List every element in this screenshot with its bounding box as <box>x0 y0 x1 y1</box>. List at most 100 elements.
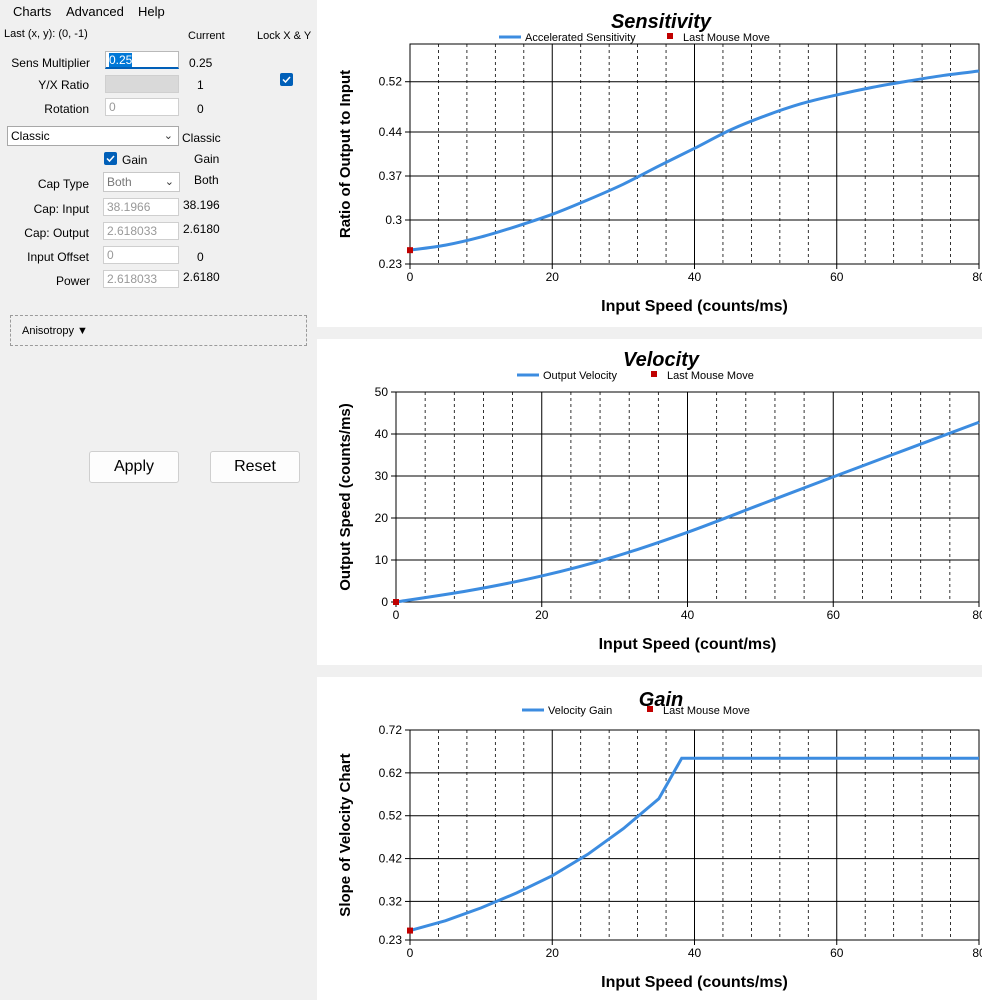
series-line <box>409 756 979 933</box>
series-line <box>409 69 980 252</box>
yx-ratio-input[interactable] <box>105 75 179 93</box>
x-tick-label: 60 <box>827 608 841 622</box>
y-tick-label: 0.3 <box>385 213 402 227</box>
y-tick-label: 0 <box>381 595 388 609</box>
y-tick-label: 0.62 <box>379 766 403 780</box>
input-offset-label: Input Offset <box>27 250 89 264</box>
charts-panel: 0.23 0.3 0.37 0.44 0.52 0 20 40 60 80 SensitivityA… <box>317 0 982 1000</box>
x-tick-label: 0 <box>393 608 400 622</box>
y-tick-label: 0.52 <box>379 809 403 823</box>
legend-marker-label: Last Mouse Move <box>683 32 770 44</box>
y-tick-label: 0.72 <box>379 723 403 737</box>
gain-checkbox[interactable] <box>104 152 117 165</box>
cap-type-current: Both <box>194 173 219 187</box>
x-tick-label: 40 <box>688 270 702 284</box>
reset-button[interactable]: Reset <box>210 451 300 483</box>
x-tick-label: 60 <box>830 946 844 960</box>
x-axis-label: Input Speed (count/ms) <box>599 636 777 653</box>
menu-bar: Charts Advanced Help <box>0 0 317 22</box>
y-axis-label: Output Speed (counts/ms) <box>337 403 354 591</box>
lock-xy-checkbox[interactable] <box>280 73 293 86</box>
rotation-label: Rotation <box>44 102 89 116</box>
cap-output-input[interactable]: 2.618033 <box>103 222 179 240</box>
series-line <box>395 420 980 604</box>
legend-series-label: Velocity Gain <box>548 705 612 717</box>
menu-help[interactable]: Help <box>138 4 165 19</box>
y-tick-label: 0.32 <box>379 894 403 908</box>
lock-xy-label: Lock X & Y <box>257 30 312 42</box>
legend-series-label: Accelerated Sensitivity <box>525 32 636 44</box>
input-offset-current: 0 <box>197 250 204 264</box>
checkmark-icon <box>106 155 115 163</box>
cap-type-label: Cap Type <box>37 177 89 191</box>
sens-multiplier-input[interactable]: 0.25 <box>105 51 179 69</box>
last-mouse-move-marker <box>407 247 413 254</box>
legend-marker-swatch <box>647 706 653 712</box>
y-tick-label: 0.23 <box>379 933 403 947</box>
legend-marker-swatch <box>667 33 673 39</box>
legend-marker-label: Last Mouse Move <box>667 370 754 382</box>
cap-output-current: 2.6180 <box>183 222 220 236</box>
y-axis-label: Ratio of Output to Input <box>337 70 354 238</box>
current-column-header: Current <box>188 30 225 42</box>
y-tick-label: 40 <box>375 427 389 441</box>
chart-title: Sensitivity <box>611 11 712 33</box>
gain-label: Gain <box>122 153 148 167</box>
gain-chart-svg: 0.23 0.32 0.42 0.52 0.62 0.72 0 20 40 60 80 Gain Vel… <box>337 689 982 991</box>
input-offset-input[interactable]: 0 <box>103 246 179 264</box>
y-tick-label: 0.23 <box>379 257 403 271</box>
chart-title: Velocity <box>623 349 700 371</box>
x-tick-label: 40 <box>688 946 702 960</box>
accel-type-dropdown[interactable]: Classic ⌄ <box>7 126 179 146</box>
sensitivity-chart-svg: 0.23 0.3 0.37 0.44 0.52 0 20 40 60 80 SensitivityA… <box>337 11 982 315</box>
x-tick-label: 20 <box>546 946 560 960</box>
cap-type-value: Both <box>107 175 132 189</box>
rotation-input[interactable]: 0 <box>105 98 179 116</box>
yx-ratio-current: 1 <box>197 78 204 92</box>
x-tick-label: 40 <box>681 608 695 622</box>
cap-input-input[interactable]: 38.1966 <box>103 198 179 216</box>
x-tick-label: 80 <box>972 946 982 960</box>
chevron-down-icon: ⌄ <box>163 130 173 142</box>
y-axis-label: Slope of Velocity Chart <box>337 753 354 916</box>
accel-type-current: Classic <box>182 131 221 145</box>
chart-title: Gain <box>639 689 683 711</box>
apply-button[interactable]: Apply <box>89 451 179 483</box>
x-tick-label: 20 <box>546 270 560 284</box>
x-axis-label: Input Speed (counts/ms) <box>601 298 788 315</box>
legend-marker-swatch <box>651 371 657 377</box>
y-tick-label: 30 <box>375 469 389 483</box>
cap-input-current: 38.196 <box>183 198 220 212</box>
gain-chart: 0.23 0.32 0.42 0.52 0.62 0.72 0 20 40 60 80 Gain Vel… <box>317 677 982 1000</box>
velocity-chart: 0 10 20 30 40 50 0 20 40 60 80 Velocity Output Veloc… <box>317 339 982 665</box>
x-tick-label: 80 <box>972 270 982 284</box>
x-axis-label: Input Speed (counts/ms) <box>601 974 788 991</box>
cap-type-dropdown[interactable]: Both ⌄ <box>103 172 180 192</box>
sens-multiplier-label: Sens Multiplier <box>11 56 90 70</box>
x-tick-label: 60 <box>830 270 844 284</box>
y-tick-label: 20 <box>375 511 389 525</box>
y-tick-label: 10 <box>375 553 389 567</box>
gain-current: Gain <box>194 152 220 166</box>
last-xy-readout: Last (x, y): (0, -1) <box>4 28 88 40</box>
y-tick-label: 0.37 <box>379 169 403 183</box>
menu-advanced[interactable]: Advanced <box>66 4 124 19</box>
y-tick-label: 0.52 <box>379 75 403 89</box>
menu-charts[interactable]: Charts <box>13 4 52 19</box>
cap-output-label: Cap: Output <box>24 226 89 240</box>
rotation-current: 0 <box>197 102 204 116</box>
checkmark-icon <box>282 76 291 84</box>
sens-multiplier-current: 0.25 <box>189 56 213 70</box>
legend-marker-label: Last Mouse Move <box>663 705 750 717</box>
power-label: Power <box>55 274 90 288</box>
power-input[interactable]: 2.618033 <box>103 270 179 288</box>
x-tick-label: 0 <box>407 946 414 960</box>
chevron-down-icon: ⌄ <box>164 176 174 188</box>
x-tick-label: 20 <box>535 608 549 622</box>
y-tick-label: 50 <box>375 385 389 399</box>
power-current: 2.6180 <box>183 270 220 284</box>
anisotropy-expander[interactable]: Anisotropy ▼ <box>10 315 307 346</box>
yx-ratio-label: Y/X Ratio <box>38 78 89 92</box>
last-mouse-move-marker <box>393 599 399 605</box>
y-tick-label: 0.42 <box>379 852 403 866</box>
